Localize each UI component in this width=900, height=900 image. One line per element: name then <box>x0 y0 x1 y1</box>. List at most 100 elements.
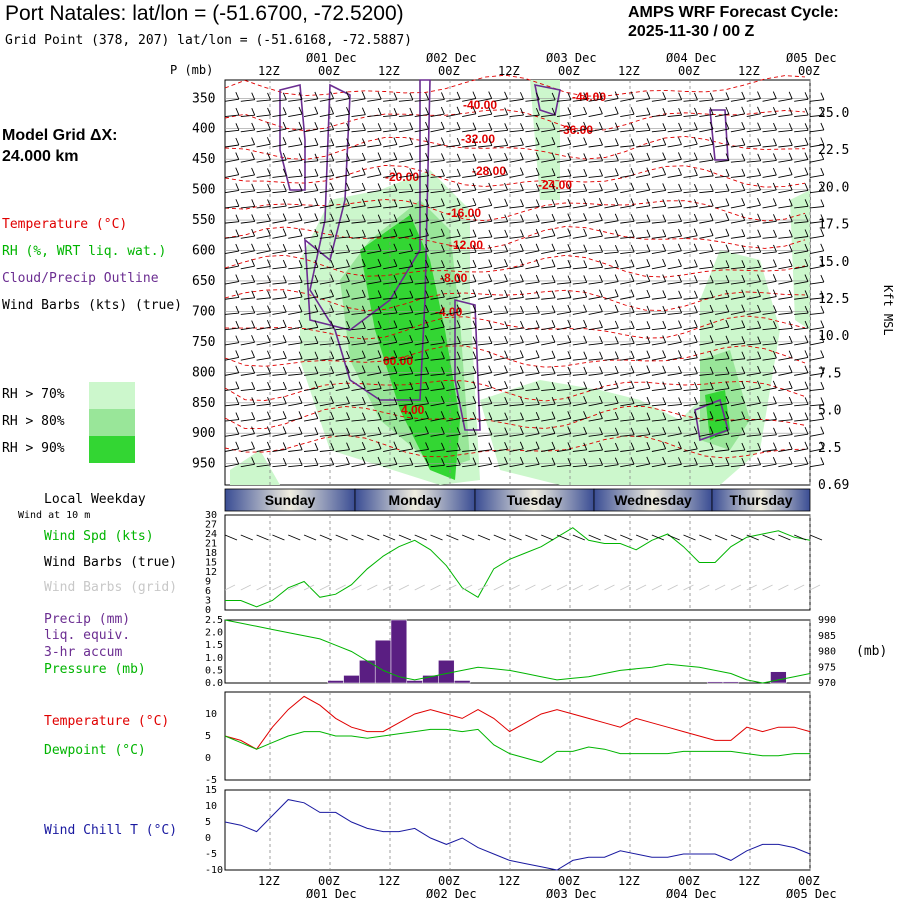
wind-barb <box>556 433 571 437</box>
wind-barb-feather <box>456 411 461 419</box>
surface-wind-barb <box>367 534 380 541</box>
wind-barb-feather <box>741 183 746 191</box>
wind-barb <box>446 144 461 148</box>
wind-barb <box>778 434 793 437</box>
wind-barb-feather <box>567 244 572 252</box>
wind-barb <box>477 174 492 178</box>
wind-barb-feather <box>757 122 762 130</box>
wind-barb <box>683 190 698 194</box>
wind-barb <box>272 235 287 239</box>
wind-barb-feather <box>235 243 240 252</box>
wind-barb <box>272 388 287 392</box>
wind-barb-feather <box>678 441 682 449</box>
hour-tick-label-top: 00Z <box>438 64 460 78</box>
wind-barb-feather <box>614 442 619 451</box>
wind-barb-feather <box>314 106 319 114</box>
wind-barb <box>541 357 556 361</box>
wind-barb <box>651 356 666 361</box>
legend-rh90-label: RH > 90% <box>2 441 65 456</box>
wind-barb-feather <box>393 350 398 358</box>
wind-barb-feather <box>535 92 540 100</box>
wind-barb <box>272 143 287 148</box>
wind-barb-feather <box>298 121 303 130</box>
wind-barb-feather <box>330 213 335 221</box>
wind-barb <box>746 296 761 300</box>
wind-barb <box>398 266 413 270</box>
wind-barb-feather <box>725 137 730 145</box>
wind-barb <box>398 403 413 407</box>
surface-grid-barb <box>288 584 299 591</box>
wind-barb <box>509 356 524 361</box>
wind-barb <box>256 312 271 315</box>
wind-barb <box>541 448 556 452</box>
wind-barb-feather <box>599 411 603 419</box>
wind-chill-label: Wind Chill T (°C) <box>44 823 178 838</box>
wind-barb-feather <box>282 137 287 145</box>
wind-barb-feather <box>346 259 350 267</box>
wind-barb-feather <box>757 138 762 146</box>
wind-barb <box>651 250 666 255</box>
wind-barb <box>541 159 556 163</box>
wind-barb-feather <box>377 152 382 160</box>
wind-barb-feather <box>804 123 809 131</box>
wind-barb <box>699 373 714 376</box>
wind-barb-feather <box>804 290 809 298</box>
wind-barb <box>620 113 635 117</box>
wind-barb-feather <box>662 335 667 343</box>
wind-barb <box>746 281 761 285</box>
wind-barb <box>556 388 571 392</box>
wind-barb-feather <box>741 260 746 268</box>
wind-barb <box>541 129 556 133</box>
wind-barb <box>256 205 271 209</box>
wind-barb-feather <box>772 457 777 465</box>
wind-barb-feather <box>488 350 493 359</box>
wind-barb <box>604 281 619 285</box>
temperature-contour <box>224 135 806 161</box>
wind-barb <box>414 190 429 194</box>
wind-barb-feather <box>820 366 825 374</box>
wind-barb-feather <box>599 274 603 283</box>
wind-barb-feather <box>330 197 335 206</box>
surface-grid-barb <box>256 584 267 591</box>
wind-barb-feather <box>678 290 683 298</box>
wind-barb-feather <box>346 350 350 359</box>
wind-barb <box>525 448 540 452</box>
wind-barb <box>525 158 540 163</box>
pressure-axis-title: P (mb) <box>170 63 213 77</box>
precip-panel-tick-label: 0.5 <box>205 665 223 676</box>
surface-grid-barb <box>477 584 489 591</box>
wind-barb <box>224 403 239 407</box>
wind-barb <box>303 190 318 194</box>
wind-barb-feather <box>251 274 256 283</box>
wind-barb <box>493 159 508 163</box>
wind-barb-feather <box>282 259 287 268</box>
wind-barb-feather <box>425 290 430 298</box>
wind-barb <box>636 448 650 452</box>
surface-wind-barb <box>809 534 823 541</box>
wind-barb <box>778 251 793 255</box>
wind-barb <box>335 266 350 270</box>
wind-barb <box>303 235 318 239</box>
wind-barb <box>240 190 255 194</box>
wind-barb-feather <box>456 122 461 130</box>
wind-barb-feather <box>614 153 619 161</box>
wind-barb <box>604 129 619 133</box>
wind-barb-feather <box>488 122 493 131</box>
wind-barb <box>620 357 635 361</box>
wind-barb <box>477 236 492 239</box>
wind-barb <box>367 114 382 117</box>
wind-barb <box>398 448 413 452</box>
wind-barb <box>351 357 366 361</box>
wind-barb-feather <box>757 289 761 297</box>
wind-barb-feather <box>235 183 240 191</box>
wind-barb-feather <box>346 427 351 436</box>
wind-barb <box>367 312 382 315</box>
wind-barb-feather <box>377 243 382 252</box>
wind-barb-feather <box>678 183 683 192</box>
wind-barb-feather <box>662 412 667 420</box>
wind-barb-feather <box>551 366 556 374</box>
wind-barb-feather <box>346 365 350 373</box>
wind-barb-feather <box>646 138 651 146</box>
wind-barb <box>335 357 350 361</box>
